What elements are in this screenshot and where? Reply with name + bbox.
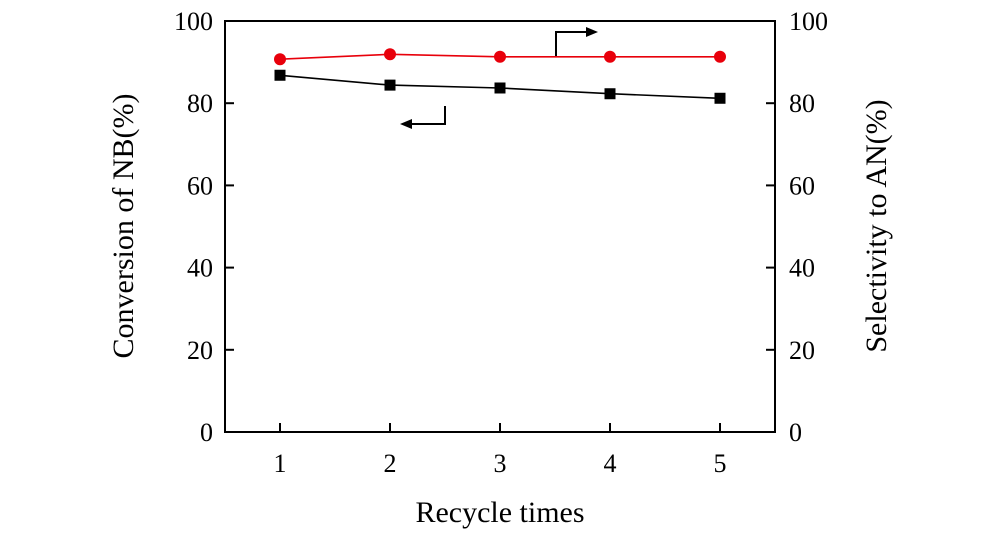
x-tick-label: 1 bbox=[274, 449, 287, 478]
ticks: 0 20 40 60 80 100 0 20 40 60 80 100 1 2 3 4 5 bbox=[174, 7, 828, 478]
x-tick-label: 2 bbox=[384, 449, 397, 478]
y-tick-label-left: 60 bbox=[187, 171, 213, 200]
selectivity-to-an-point bbox=[714, 50, 726, 63]
x-tick-label: 5 bbox=[714, 449, 727, 478]
y-tick-label-left: 100 bbox=[174, 7, 213, 36]
y-tick-label-left: 40 bbox=[187, 254, 213, 283]
conversion-arrow bbox=[410, 106, 446, 125]
selectivity-arrowhead bbox=[586, 27, 598, 37]
selectivity-to-an-point bbox=[604, 50, 616, 63]
y-tick-label-right: 40 bbox=[789, 254, 815, 283]
conversion-of-nb-point bbox=[604, 88, 616, 100]
selectivity-to-an-point bbox=[384, 48, 396, 61]
x-tick-label: 3 bbox=[494, 449, 507, 478]
conversion-arrowhead bbox=[400, 119, 412, 129]
selectivity-to-an-point bbox=[274, 53, 286, 66]
y-tick-label-left: 0 bbox=[200, 418, 213, 447]
selectivity-arrow bbox=[555, 31, 590, 56]
y-tick-label-left: 80 bbox=[187, 89, 213, 118]
selectivity-to-an-point bbox=[494, 50, 506, 63]
conversion-of-nb-point bbox=[714, 92, 726, 104]
annotations bbox=[400, 27, 598, 129]
series bbox=[274, 48, 726, 104]
conversion-of-nb-point bbox=[384, 79, 396, 91]
y-tick-label-right: 0 bbox=[789, 418, 802, 447]
y-tick-label-right: 80 bbox=[789, 89, 815, 118]
y-tick-label-left: 20 bbox=[187, 336, 213, 365]
conversion-of-nb-point bbox=[494, 82, 506, 94]
y-axis-title-left: Conversion of NB(%) bbox=[107, 94, 140, 359]
x-axis-title: Recycle times bbox=[415, 496, 584, 529]
y-tick-label-right: 100 bbox=[789, 7, 828, 36]
x-tick-label: 4 bbox=[604, 449, 617, 478]
y-axis-title-right: Selectivity to AN(%) bbox=[860, 99, 893, 352]
y-tick-label-right: 60 bbox=[789, 171, 815, 200]
y-tick-label-right: 20 bbox=[789, 336, 815, 365]
conversion-of-nb-point bbox=[274, 69, 286, 81]
